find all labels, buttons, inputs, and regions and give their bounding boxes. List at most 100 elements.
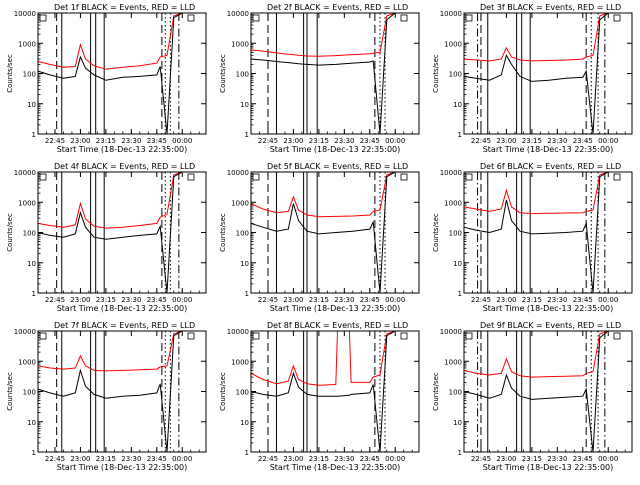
x-tick-label: 23:30 [334,455,354,463]
x-tick-label: 23:00 [283,455,303,463]
series-line-events [250,171,413,294]
x-axis-label: Start Time (18-Dec-13 22:35:00) [483,463,614,472]
series-line-events [463,330,626,453]
corner-marker-right [187,332,195,340]
plot-frame [250,171,420,294]
y-tick-label: 1000 [18,40,36,48]
series-line-lld [250,12,413,57]
y-tick-label: 100 [449,230,462,238]
y-axis-label: Counts/sec [219,54,227,93]
x-tick-label: 23:45 [360,455,380,463]
series-line-events [250,330,413,453]
x-axis-label: Start Time (18-Dec-13 22:35:00) [57,145,188,154]
y-tick-label: 10000 [227,10,249,18]
x-tick-label: 00:00 [385,455,405,463]
x-tick-label: 23:00 [496,137,516,145]
x-tick-label: 22:45 [258,296,278,304]
x-tick-label: 23:45 [573,296,593,304]
y-tick-label: 100 [23,71,36,79]
corner-marker-left [252,173,260,181]
y-tick-label: 10 [27,260,36,268]
y-tick-label: 10 [453,419,462,427]
y-tick-label: 100 [236,230,249,238]
panel-title: Det 6f BLACK = Events, RED = LLD [480,162,621,171]
panel-7: Det 7f BLACK = Events, RED = LLD 1 10 100 10… [6,321,207,472]
x-tick-label: 23:15 [309,455,329,463]
y-axis-label: Counts/sec [6,54,14,93]
corner-marker-right [400,332,408,340]
x-axis-label: Start Time (18-Dec-13 22:35:00) [483,145,614,154]
y-tick-label: 1 [245,449,249,457]
plot-frame [250,12,420,135]
y-tick-label: 100 [236,71,249,79]
x-tick-label: 23:15 [96,296,116,304]
x-tick-label: 23:30 [547,137,567,145]
y-tick-label: 1000 [18,199,36,207]
y-tick-label: 10000 [14,169,36,177]
panel-title: Det 1f BLACK = Events, RED = LLD [54,3,195,12]
y-tick-label: 1 [245,290,249,298]
y-tick-label: 1 [458,131,462,139]
series-line-events [463,12,626,135]
panel-title: Det 3f BLACK = Events, RED = LLD [480,3,621,12]
y-tick-label: 1 [32,290,36,298]
x-tick-label: 23:00 [283,137,303,145]
panel-title: Det 5f BLACK = Events, RED = LLD [267,162,408,171]
corner-marker-left [465,332,473,340]
x-tick-label: 22:45 [471,137,491,145]
x-tick-label: 00:00 [598,137,618,145]
corner-marker-left [465,14,473,22]
panel-title: Det 7f BLACK = Events, RED = LLD [54,321,195,330]
y-tick-label: 10 [240,419,249,427]
x-tick-label: 23:15 [522,455,542,463]
x-tick-label: 23:45 [147,455,167,463]
x-tick-label: 22:45 [45,455,65,463]
x-axis-label: Start Time (18-Dec-13 22:35:00) [270,304,401,313]
panel-2: Det 2f BLACK = Events, RED = LLD 1 10 100 10… [219,3,420,154]
y-tick-label: 10 [453,101,462,109]
x-tick-label: 23:45 [147,137,167,145]
series-line-events [37,12,200,135]
x-tick-label: 22:45 [45,137,65,145]
plot-frame [463,12,633,135]
corner-marker-right [187,14,195,22]
corner-marker-right [187,173,195,181]
x-tick-label: 22:45 [471,455,491,463]
y-tick-label: 10000 [227,169,249,177]
panel-3: Det 3f BLACK = Events, RED = LLD 1 10 100 10… [432,3,633,154]
y-tick-label: 1000 [444,40,462,48]
x-tick-label: 23:30 [121,455,141,463]
corner-marker-right [613,14,621,22]
panel-5: Det 5f BLACK = Events, RED = LLD 1 10 100 10… [219,162,420,313]
x-tick-label: 23:15 [96,137,116,145]
plot-frame [463,330,633,453]
x-tick-label: 23:30 [334,137,354,145]
x-tick-label: 23:30 [121,296,141,304]
x-tick-label: 23:45 [147,296,167,304]
corner-marker-right [400,14,408,22]
panel-8: Det 8f BLACK = Events, RED = LLD 1 10 100 10… [219,321,420,472]
y-tick-label: 100 [236,389,249,397]
corner-marker-left [252,332,260,340]
corner-marker-left [39,14,47,22]
y-tick-label: 1 [32,449,36,457]
x-tick-label: 23:15 [309,296,329,304]
x-tick-label: 23:45 [573,455,593,463]
x-axis-label: Start Time (18-Dec-13 22:35:00) [270,145,401,154]
x-tick-label: 00:00 [172,296,192,304]
y-tick-label: 10 [27,101,36,109]
y-tick-label: 1 [245,131,249,139]
x-tick-label: 22:45 [258,137,278,145]
series-line-lld [37,330,200,372]
series-line-events [37,330,200,453]
x-tick-label: 23:00 [70,296,90,304]
y-tick-label: 1 [458,449,462,457]
series-line-lld [250,171,413,218]
panel-4: Det 4f BLACK = Events, RED = LLD 1 10 100 10… [6,162,207,313]
x-tick-label: 23:45 [360,296,380,304]
series-line-lld [250,330,413,386]
plot-frame [250,330,420,453]
x-tick-label: 23:15 [309,137,329,145]
panel-title: Det 9f BLACK = Events, RED = LLD [480,321,621,330]
